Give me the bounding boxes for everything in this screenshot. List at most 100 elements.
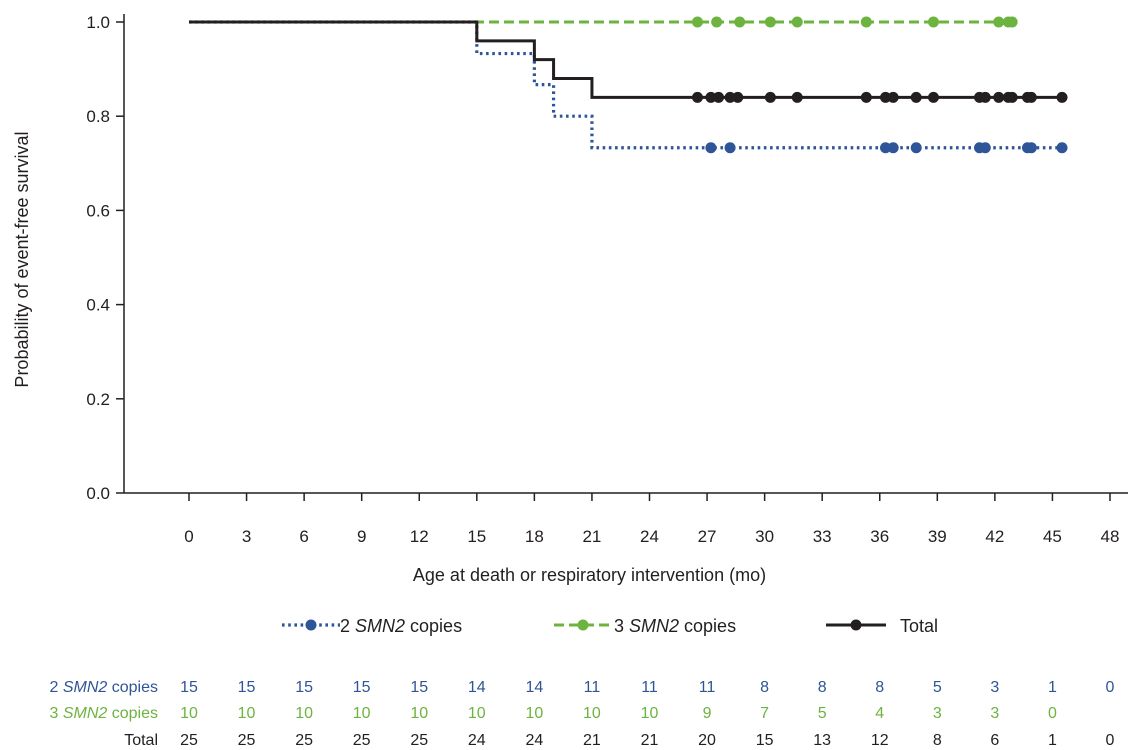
y-tick-label: 0.0 xyxy=(86,484,110,503)
risk-count: 9 xyxy=(703,705,712,722)
censor-point-total xyxy=(691,91,703,103)
censor-point-two xyxy=(880,142,892,154)
censor-point-two xyxy=(1056,142,1068,154)
risk-count: 15 xyxy=(295,679,313,696)
risk-count: 20 xyxy=(698,732,716,749)
series-line-two xyxy=(189,20,1063,150)
legend-label-three: 3 SMN2 copies xyxy=(614,616,736,636)
risk-count: 10 xyxy=(295,705,313,722)
censor-point-total xyxy=(1056,91,1068,103)
x-axis-title: Age at death or respiratory intervention… xyxy=(413,565,766,585)
x-tick-label: 39 xyxy=(928,527,947,546)
risk-count: 10 xyxy=(468,705,486,722)
censor-point-total xyxy=(705,91,717,103)
risk-count: 10 xyxy=(238,705,256,722)
x-tick-label: 18 xyxy=(525,527,544,546)
risk-count: 8 xyxy=(818,679,827,696)
risk-count: 10 xyxy=(353,705,371,722)
risk-count: 10 xyxy=(180,705,198,722)
risk-count: 25 xyxy=(238,732,256,749)
risk-count: 0 xyxy=(1106,679,1115,696)
x-tick-label: 15 xyxy=(467,527,486,546)
series-total xyxy=(189,20,1068,103)
risk-count: 15 xyxy=(410,679,428,696)
x-tick-label: 12 xyxy=(410,527,429,546)
x-tick-label: 30 xyxy=(755,527,774,546)
risk-count: 25 xyxy=(353,732,371,749)
censor-point-three xyxy=(993,16,1005,28)
risk-count: 11 xyxy=(699,679,716,696)
risk-count: 4 xyxy=(875,705,884,722)
censor-point-total xyxy=(732,91,744,103)
risk-count: 7 xyxy=(760,705,769,722)
risk-count: 14 xyxy=(468,679,486,696)
censor-point-three xyxy=(764,16,776,28)
censor-point-two xyxy=(724,142,736,154)
risk-count: 13 xyxy=(813,732,831,749)
risk-row-total: Total 25 25 25 25 25 24 24 21 21 20 15 13 12 8 6 1 0 xyxy=(124,732,1114,749)
censor-point-three xyxy=(791,16,803,28)
series-line-total xyxy=(189,20,1063,99)
risk-row-label: 3 SMN2 copies xyxy=(50,705,159,722)
risk-count: 3 xyxy=(990,679,999,696)
censor-point-total xyxy=(713,91,725,103)
risk-count: 24 xyxy=(525,732,543,749)
censor-point-two xyxy=(910,142,922,154)
censor-point-total xyxy=(860,91,872,103)
x-tick-label: 48 xyxy=(1101,527,1120,546)
risk-count: 10 xyxy=(410,705,428,722)
legend-label-two: 2 SMN2 copies xyxy=(340,616,462,636)
legend-item-total: Total xyxy=(826,616,938,636)
legend-item-three: 3 SMN2 copies xyxy=(554,616,736,636)
risk-count: 25 xyxy=(295,732,313,749)
x-tick-label: 3 xyxy=(242,527,251,546)
x-tick-label: 24 xyxy=(640,527,659,546)
x-tick-label: 6 xyxy=(299,527,308,546)
y-tick-label: 0.2 xyxy=(86,390,110,409)
x-tick-label: 21 xyxy=(582,527,601,546)
risk-count: 21 xyxy=(583,732,601,749)
y-tick-label: 0.8 xyxy=(86,107,110,126)
x-tick-label: 0 xyxy=(184,527,193,546)
risk-count: 25 xyxy=(180,732,198,749)
legend-marker xyxy=(577,619,589,631)
risk-count: 5 xyxy=(933,679,942,696)
risk-count: 21 xyxy=(641,732,659,749)
risk-row-label: 2 SMN2 copies xyxy=(50,679,159,696)
risk-count: 14 xyxy=(525,679,543,696)
risk-count: 15 xyxy=(180,679,198,696)
risk-row-two: 2 SMN2 copies 15 15 15 15 15 14 14 11 11 11 8 8 8 5 3 1 0 xyxy=(50,679,1115,696)
risk-count: 15 xyxy=(353,679,371,696)
censor-point-total xyxy=(927,91,939,103)
censor-point-total xyxy=(993,91,1005,103)
risk-count: 11 xyxy=(641,679,658,696)
risk-count: 5 xyxy=(818,705,827,722)
censor-point-total xyxy=(1025,91,1037,103)
censor-point-total xyxy=(764,91,776,103)
risk-row-label: Total xyxy=(124,732,158,749)
series-two xyxy=(189,20,1068,154)
censor-point-three xyxy=(927,16,939,28)
censor-point-three xyxy=(734,16,746,28)
censor-point-two xyxy=(705,142,717,154)
legend-item-two: 2 SMN2 copies xyxy=(282,616,462,636)
legend-label-total: Total xyxy=(900,616,938,636)
censor-point-three xyxy=(860,16,872,28)
risk-count: 15 xyxy=(238,679,256,696)
risk-count: 1 xyxy=(1048,679,1057,696)
y-tick-label: 0.4 xyxy=(86,296,110,315)
risk-count: 10 xyxy=(641,705,659,722)
x-tick-label: 9 xyxy=(357,527,366,546)
censor-point-total xyxy=(910,91,922,103)
risk-count: 0 xyxy=(1048,705,1057,722)
censor-point-two xyxy=(1025,142,1037,154)
risk-count: 8 xyxy=(933,732,942,749)
x-tick-label: 33 xyxy=(813,527,832,546)
censor-point-total xyxy=(979,91,991,103)
censor-point-total xyxy=(1006,91,1018,103)
risk-count: 25 xyxy=(410,732,428,749)
risk-count: 0 xyxy=(1106,732,1115,749)
legend: 2 SMN2 copies 3 SMN2 copies Total xyxy=(282,616,938,636)
risk-count: 15 xyxy=(756,732,774,749)
